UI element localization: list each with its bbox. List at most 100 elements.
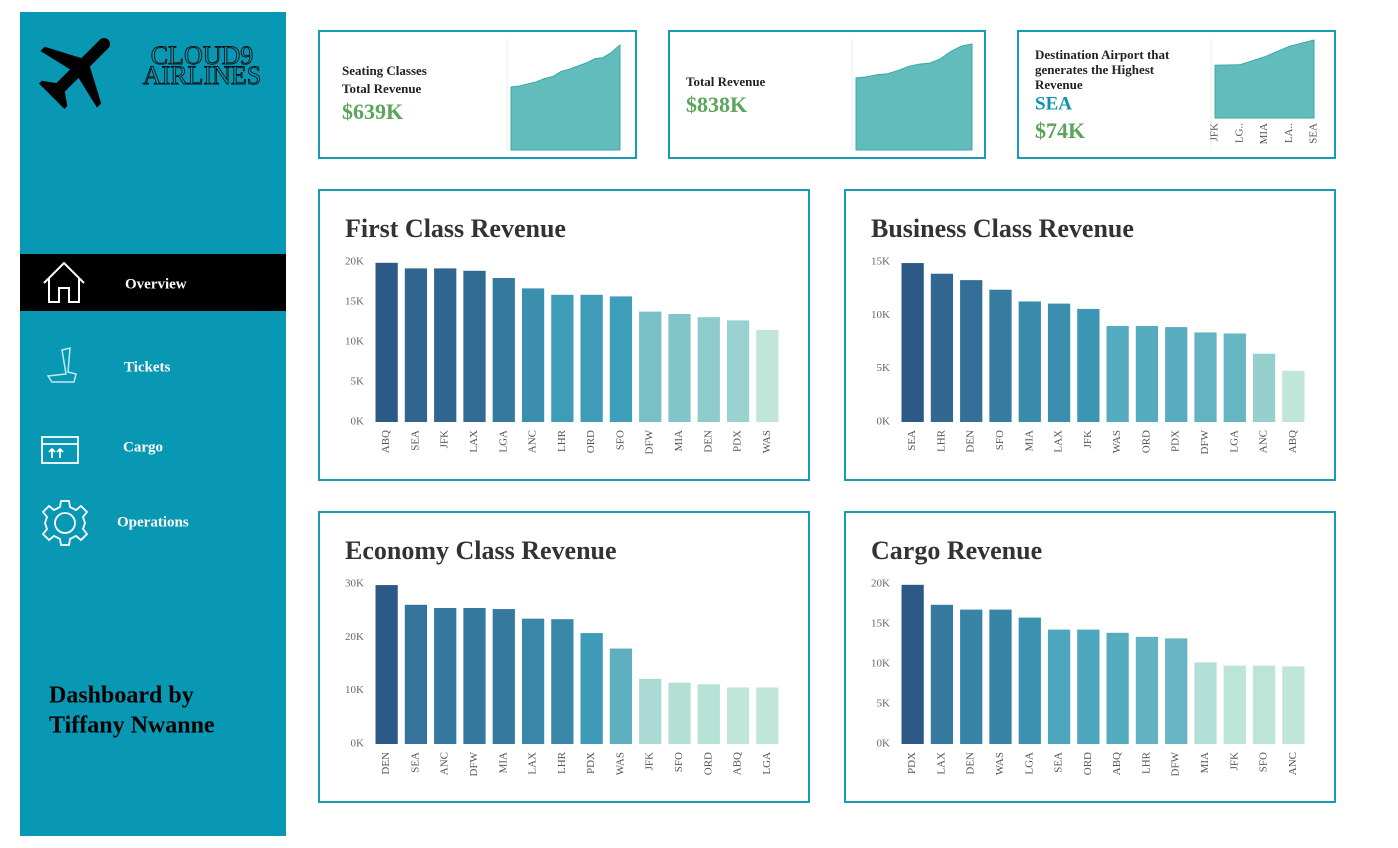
x-tick-label: PDX (732, 430, 744, 452)
x-tick-label: ORD (702, 752, 714, 775)
logo-text: CLOUD9 (151, 41, 254, 70)
y-tick-label: 5K (877, 698, 891, 710)
bar (756, 330, 779, 422)
x-tick-label: PDX (1170, 430, 1182, 452)
bar (1194, 662, 1217, 744)
x-tick-label: ABQ (1287, 430, 1299, 453)
bar (960, 609, 983, 744)
bar (551, 619, 574, 744)
nav-label: Overview (125, 276, 187, 292)
x-tick-label: WAS (614, 752, 626, 775)
x-tick-label: ABQ (732, 752, 744, 775)
y-tick-label: 10K (871, 309, 890, 321)
nav-label: Operations (117, 514, 189, 530)
x-tick-label: LAX (468, 430, 480, 453)
y-tick-label: 0K (351, 738, 365, 750)
y-tick-label: 0K (351, 416, 365, 428)
bar (668, 314, 691, 422)
bar (492, 278, 515, 422)
bar (989, 289, 1012, 422)
x-tick-label: ANC (439, 752, 451, 775)
bar (930, 273, 954, 422)
bar (668, 682, 691, 744)
bar (726, 687, 750, 744)
x-tick-label: LHR (935, 429, 947, 452)
x-tick-label: SFO (994, 430, 1006, 450)
y-tick-label: 10K (345, 684, 364, 696)
x-tick-label: ORD (1140, 430, 1152, 453)
bar (1077, 629, 1100, 744)
y-tick-label: 10K (345, 336, 364, 348)
nav-item[interactable]: Cargo (123, 439, 163, 455)
x-tick-label: DFW (644, 429, 656, 454)
bar (580, 294, 603, 422)
bar (989, 609, 1012, 744)
bar (639, 311, 662, 422)
kpi-highlight: SEA (1035, 93, 1072, 114)
kpi-value: $639K (342, 99, 403, 124)
x-tick-label: SFO (673, 752, 685, 772)
sparkline-label: LA.. (1283, 123, 1295, 143)
bar (463, 608, 486, 744)
x-tick-label: ANC (1287, 752, 1299, 775)
y-tick-label: 15K (871, 256, 890, 268)
bar (1252, 353, 1276, 422)
x-tick-label: LAX (935, 752, 947, 775)
x-tick-label: LHR (556, 429, 568, 452)
bar (1018, 301, 1041, 422)
x-tick-label: LGA (1228, 430, 1240, 453)
bar (580, 633, 603, 744)
bar (521, 618, 545, 744)
x-tick-label: JFK (1082, 430, 1094, 448)
kpi-value: $74K (1035, 118, 1085, 143)
sidebar (20, 12, 286, 836)
y-tick-label: 20K (345, 256, 364, 268)
x-tick-label: WAS (994, 752, 1006, 775)
bar (960, 280, 983, 422)
x-tick-label: PDX (906, 752, 918, 774)
x-tick-label: DEN (380, 752, 392, 775)
nav-label: Tickets (124, 359, 171, 375)
y-tick-label: 5K (351, 376, 365, 388)
x-tick-label: ABQ (1111, 752, 1123, 775)
chart-title: Business Class Revenue (871, 214, 1134, 243)
plane-icon (38, 37, 111, 110)
x-tick-label: DEN (965, 430, 977, 453)
bar (901, 263, 924, 422)
kpi-title: Destination Airport that (1035, 47, 1170, 62)
x-tick-label: JFK (439, 430, 451, 448)
x-tick-label: DEN (702, 430, 714, 453)
bar (930, 604, 954, 744)
seat-icon (46, 347, 77, 383)
chart-title: Cargo Revenue (871, 536, 1042, 565)
chart-title: Economy Class Revenue (345, 536, 617, 565)
y-tick-label: 0K (877, 738, 891, 750)
x-tick-label: ANC (1258, 430, 1270, 453)
x-tick-label: MIA (497, 752, 509, 773)
bar (1165, 327, 1188, 422)
x-tick-label: SEA (906, 430, 918, 451)
footer-text: Tiffany Nwanne (49, 713, 215, 739)
nav-item[interactable]: Operations (117, 514, 189, 530)
bar (375, 262, 398, 422)
gear-icon (41, 500, 89, 546)
nav-item[interactable]: Tickets (124, 359, 171, 375)
bar (1194, 332, 1217, 422)
y-tick-label: 15K (345, 296, 364, 308)
bar (901, 584, 924, 744)
bar (1252, 665, 1276, 744)
x-tick-label: WAS (761, 430, 773, 453)
bar (726, 320, 750, 422)
x-tick-label: MIA (673, 430, 685, 451)
bar (1047, 629, 1071, 744)
x-tick-label: LHR (1140, 751, 1152, 774)
bar (463, 270, 486, 422)
bar (551, 294, 574, 422)
home-icon (43, 261, 85, 303)
bar (492, 609, 515, 744)
x-tick-label: SEA (409, 752, 421, 773)
x-tick-label: LHR (556, 751, 568, 774)
bar (375, 585, 398, 744)
x-tick-label: LAX (1053, 430, 1065, 453)
x-tick-label: ORD (585, 430, 597, 453)
